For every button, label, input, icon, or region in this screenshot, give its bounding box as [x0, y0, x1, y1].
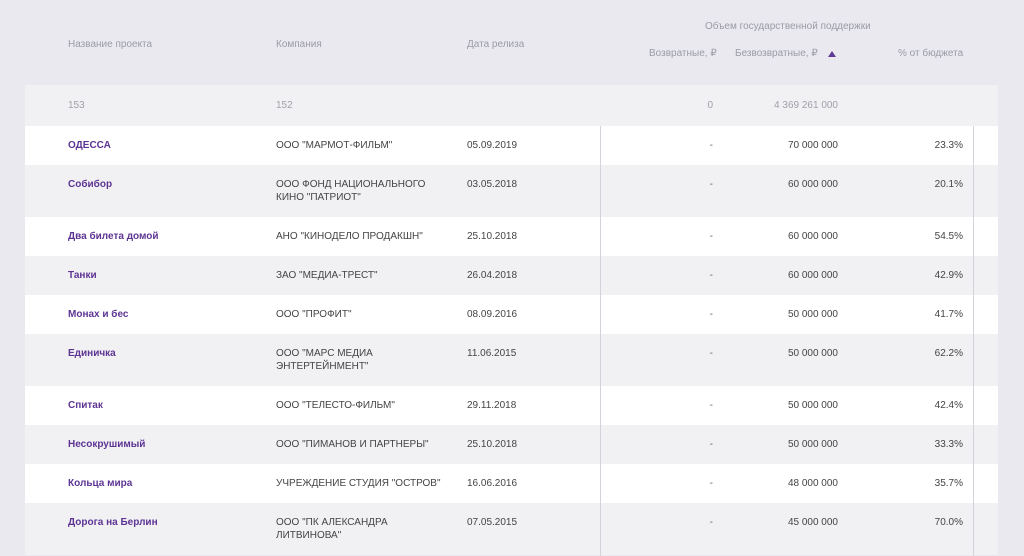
budget-share: 42.4% — [934, 400, 963, 411]
table-row[interactable]: Дорога на Берлин ООО "ПК АЛЕКСАНДРА ЛИТВИН… — [25, 503, 998, 555]
company-name: ООО "ТЕЛЕСТО-ФИЛЬМ" — [276, 400, 395, 411]
release-date: 11.06.2015 — [467, 348, 517, 359]
project-name-link[interactable]: Собибор — [68, 179, 113, 190]
project-name-link[interactable]: Монах и бес — [68, 309, 129, 320]
returnable-amount: - — [709, 309, 713, 320]
company-name: ООО "ПРОФИТ" — [276, 309, 352, 320]
column-header-company[interactable]: Компания — [276, 39, 322, 50]
non-returnable-amount: 60 000 000 — [787, 270, 838, 281]
table-row[interactable]: Единичка ООО "МАРС МЕДИА ЭНТЕРТЕЙНМЕНТ" 11.… — [25, 334, 998, 386]
release-date: 25.10.2018 — [467, 439, 518, 450]
non-returnable-amount: 50 000 000 — [787, 348, 838, 359]
project-name-link[interactable]: Два билета домой — [68, 231, 159, 242]
company-name: ООО ФОНД НАЦИОНАЛЬНОГО — [276, 179, 426, 190]
non-returnable-amount: 48 000 000 — [787, 478, 838, 489]
company-name: ООО "ПИМАНОВ И ПАРТНЕРЫ" — [276, 439, 429, 450]
company-name: ЭНТЕРТЕЙНМЕНТ" — [276, 361, 369, 372]
returnable-amount: - — [709, 517, 713, 528]
non-returnable-amount: 50 000 000 — [787, 439, 838, 450]
budget-share: 62.2% — [934, 348, 963, 359]
budget-share: 23.3% — [934, 140, 963, 151]
table-row[interactable]: Несокрушимый ООО "ПИМАНОВ И ПАРТНЕРЫ" 25.1… — [25, 425, 998, 464]
returnable-amount: - — [709, 140, 713, 151]
summary-row: 153 152 0 4 369 261 000 — [25, 85, 998, 126]
column-header-returnable[interactable]: Возвратные, ₽ — [649, 48, 717, 59]
returnable-amount: - — [709, 231, 713, 242]
non-returnable-amount: 50 000 000 — [787, 309, 838, 320]
non-returnable-amount: 45 000 000 — [787, 517, 838, 528]
project-name-link[interactable]: Несокрушимый — [68, 439, 146, 450]
returnable-amount: - — [709, 439, 713, 450]
non-returnable-amount: 70 000 000 — [787, 140, 838, 151]
column-header-project-name[interactable]: Название проекта — [68, 39, 153, 50]
budget-share: 35.7% — [934, 478, 963, 489]
summary-company-count: 152 — [276, 100, 293, 111]
company-name: ЗАО "МЕДИА-ТРЕСТ" — [276, 270, 378, 281]
returnable-amount: - — [709, 400, 713, 411]
column-divider — [600, 126, 601, 556]
non-returnable-amount: 60 000 000 — [787, 231, 838, 242]
release-date: 08.09.2016 — [467, 309, 518, 320]
company-name: ЛИТВИНОВА" — [276, 530, 342, 541]
company-name: ООО "МАРС МЕДИА — [276, 348, 373, 359]
table-row[interactable]: Кольца мира УЧРЕЖДЕНИЕ СТУДИЯ "ОСТРОВ" 16.… — [25, 464, 998, 503]
budget-share: 20.1% — [934, 179, 963, 190]
returnable-amount: - — [709, 270, 713, 281]
column-header-budget-share[interactable]: % от бюджета — [898, 48, 964, 59]
company-name: ООО "ПК АЛЕКСАНДРА — [276, 517, 388, 528]
budget-share: 42.9% — [934, 270, 963, 281]
release-date: 25.10.2018 — [467, 231, 518, 242]
non-returnable-amount: 50 000 000 — [787, 400, 838, 411]
release-date: 16.06.2016 — [467, 478, 518, 489]
table-row[interactable]: Собибор ООО ФОНД НАЦИОНАЛЬНОГО КИНО "ПАТРИ… — [25, 165, 998, 217]
budget-share: 33.3% — [934, 439, 963, 450]
budget-share: 54.5% — [934, 231, 963, 242]
sort-arrow-up-icon[interactable] — [827, 50, 836, 57]
column-header-non-returnable-label: Безвозвратные, ₽ — [735, 48, 818, 59]
budget-share: 41.7% — [934, 309, 963, 320]
project-name-link[interactable]: Танки — [68, 270, 97, 281]
release-date: 07.05.2015 — [467, 517, 518, 528]
summary-project-count: 153 — [68, 100, 85, 111]
project-name-link[interactable]: Дорога на Берлин — [68, 517, 158, 528]
company-name: ООО "МАРМОТ-ФИЛЬМ" — [276, 140, 393, 151]
project-name-link[interactable]: ОДЕССА — [68, 140, 111, 151]
company-name: АНО "КИНОДЕЛО ПРОДАКШН" — [276, 231, 423, 242]
table-row[interactable]: ОДЕССА ООО "МАРМОТ-ФИЛЬМ" 05.09.2019 - 70 00… — [25, 126, 998, 165]
company-name: КИНО "ПАТРИОТ" — [276, 192, 361, 203]
project-name-link[interactable]: Спитак — [68, 400, 103, 411]
summary-returnable-total: 0 — [707, 100, 713, 111]
scrollbar-track[interactable] — [973, 126, 974, 556]
release-date: 26.04.2018 — [467, 270, 518, 281]
non-returnable-amount: 60 000 000 — [787, 179, 838, 190]
project-name-link[interactable]: Кольца мира — [68, 478, 133, 489]
budget-share: 70.0% — [934, 517, 963, 528]
returnable-amount: - — [709, 478, 713, 489]
company-name: УЧРЕЖДЕНИЕ СТУДИЯ "ОСТРОВ" — [276, 478, 441, 489]
summary-non-returnable-total: 4 369 261 000 — [774, 100, 838, 111]
release-date: 29.11.2018 — [467, 400, 517, 411]
column-header-non-returnable[interactable]: Безвозвратные, ₽ — [735, 48, 836, 59]
table-row[interactable]: Два билета домой АНО "КИНОДЕЛО ПРОДАКШН" 2… — [25, 217, 998, 256]
returnable-amount: - — [709, 348, 713, 359]
table-row[interactable]: Танки ЗАО "МЕДИА-ТРЕСТ" 26.04.2018 - 60 000 … — [25, 256, 998, 295]
table-header: Название проекта Компания Дата релиза Об… — [0, 0, 1024, 84]
table-row[interactable]: Спитак ООО "ТЕЛЕСТО-ФИЛЬМ" 29.11.2018 - 50 0… — [25, 386, 998, 425]
release-date: 03.05.2018 — [467, 179, 518, 190]
column-group-state-support: Объем государственной поддержки — [705, 21, 871, 32]
column-header-release-date[interactable]: Дата релиза — [467, 39, 525, 50]
project-name-link[interactable]: Единичка — [68, 348, 116, 359]
table-row[interactable]: Монах и бес ООО "ПРОФИТ" 08.09.2016 - 50 000… — [25, 295, 998, 334]
returnable-amount: - — [709, 179, 713, 190]
table-body: 153 152 0 4 369 261 000 ОДЕССА ООО "МАРМО… — [25, 85, 998, 556]
release-date: 05.09.2019 — [467, 140, 518, 151]
